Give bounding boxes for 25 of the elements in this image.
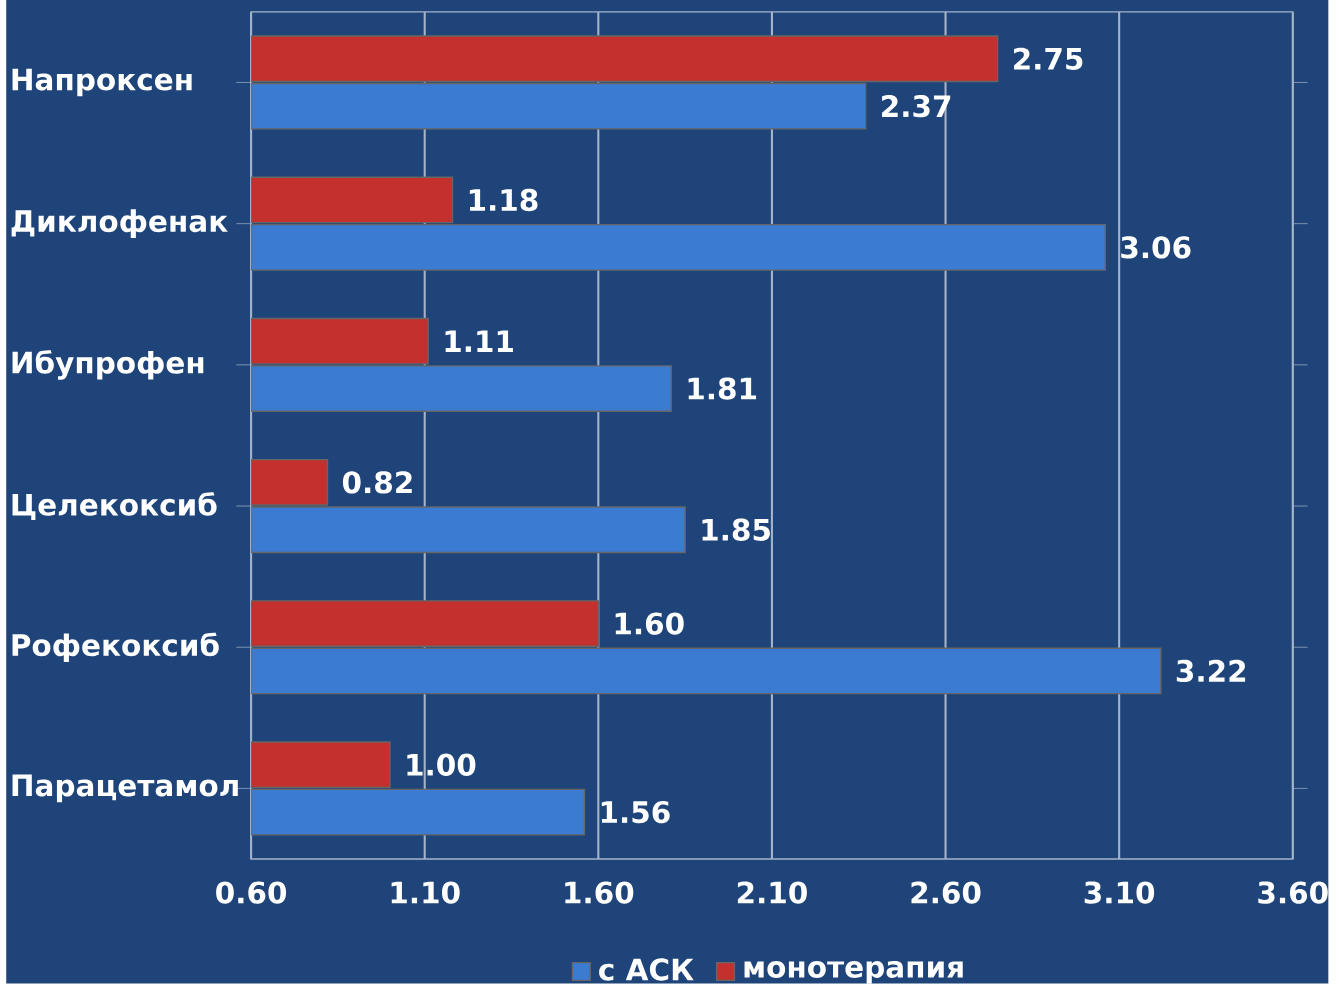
x-tick-label: 1.10 <box>391 881 460 904</box>
data-label: 1.56 <box>601 801 670 824</box>
y-tick-label: Рофекоксиб <box>12 632 219 663</box>
data-label: 3.22 <box>1176 660 1246 683</box>
data-label: 1.85 <box>702 518 770 542</box>
y-tick-label: Парацетамол <box>12 774 238 803</box>
data-label: 1.11 <box>445 330 513 353</box>
data-label: 0.82 <box>342 471 412 494</box>
legend-label: монотерапия <box>744 961 963 984</box>
data-label: 3.06 <box>1121 236 1191 259</box>
y-tick-label: Диклофенак <box>11 209 228 239</box>
legend-label: с АСК <box>599 958 694 981</box>
y-tick-label: Ибупрофен <box>12 350 204 380</box>
data-label: 2.75 <box>1014 47 1083 71</box>
x-tick-label: 2.60 <box>911 881 981 904</box>
y-tick-label: Целекоксиб <box>12 492 217 521</box>
x-tick-label: 3.60 <box>1258 881 1328 904</box>
x-tick-label: 2.10 <box>737 881 807 904</box>
data-label: 1.81 <box>688 377 757 400</box>
data-label: 1.18 <box>469 189 538 212</box>
x-tick-label: 0.60 <box>216 881 287 904</box>
y-tick-label: Напроксен <box>12 68 192 97</box>
x-tick-label: 1.60 <box>565 881 634 904</box>
x-tick-label: 3.10 <box>1084 881 1155 904</box>
data-label: 1.60 <box>615 612 684 635</box>
